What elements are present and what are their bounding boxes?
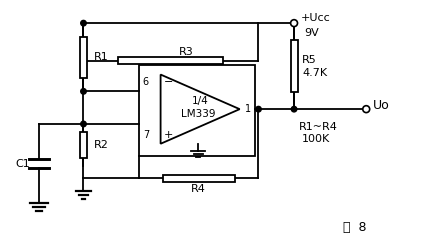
Text: R5: R5 [302,55,317,65]
Circle shape [291,106,297,112]
Bar [119,57,224,64]
Text: R1~R4: R1~R4 [299,122,338,132]
Text: R1: R1 [94,52,109,62]
Text: 6: 6 [143,77,149,87]
Circle shape [81,89,86,94]
Text: 7: 7 [143,130,149,140]
Bar [163,175,235,182]
Text: Uo: Uo [373,99,390,112]
Text: C1: C1 [16,159,31,169]
Text: 9V: 9V [304,28,319,38]
Circle shape [291,20,298,27]
Circle shape [81,121,86,127]
Text: 1/4: 1/4 [192,96,209,106]
Text: 4.7K: 4.7K [302,68,327,78]
Bar [139,65,255,156]
Text: R4: R4 [191,184,206,194]
Text: 图  8: 图 8 [343,221,367,234]
Text: 100K: 100K [302,134,330,144]
Bar [291,40,298,92]
Circle shape [256,106,261,112]
Text: 1: 1 [245,104,252,114]
Bar [80,132,87,158]
Text: −: − [164,77,173,87]
Text: +: + [164,130,173,140]
Circle shape [363,106,370,113]
Bar [80,37,87,78]
Text: LM339: LM339 [181,109,215,119]
Text: R3: R3 [178,47,193,57]
Text: +Ucc: +Ucc [301,13,331,23]
Text: R2: R2 [94,140,109,150]
Circle shape [291,20,297,26]
Circle shape [81,20,86,26]
